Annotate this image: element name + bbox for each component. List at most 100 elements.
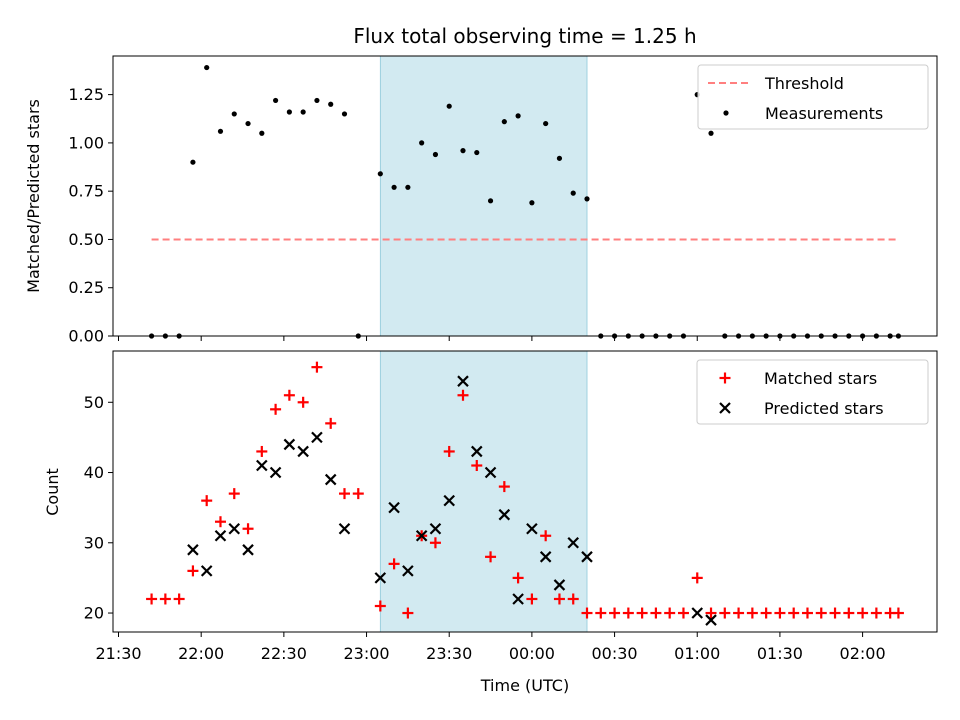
legend-2-label-1: Predicted stars	[764, 399, 884, 418]
x-tick-label-7: 01:00	[674, 644, 720, 663]
panel2-x-point-19	[470, 445, 483, 458]
panel2-x-point-21	[498, 508, 511, 521]
panel2-plus-point-26	[512, 572, 524, 584]
panel2-plus-point-12	[311, 361, 323, 373]
x-axis-label: Time (UTC)	[480, 676, 569, 695]
panel2-plus-point-36	[650, 607, 662, 619]
panel2-x-point-24-b	[539, 551, 552, 563]
panel2-plus-point-37	[664, 607, 676, 619]
panel1-dot-point-13	[328, 101, 334, 107]
panel2-x-point-12	[374, 572, 387, 584]
panel1-dot-point-29	[556, 155, 563, 161]
panel2-x-point-26	[567, 537, 580, 549]
x-tick-label-0: 21:30	[95, 644, 141, 663]
panel2-x-point-23	[526, 522, 538, 535]
panel2-plus-point-21	[443, 445, 455, 457]
panel2-x-point-5	[256, 459, 268, 472]
panel2-plus-point-18	[402, 607, 414, 619]
panel2-x-point-25-b	[553, 579, 566, 591]
panel2-x-point-29-b	[705, 614, 717, 626]
legend-2-swatch-1-b	[719, 402, 731, 414]
panel1-y-tick-label-1: 0.25	[68, 278, 104, 297]
panel2-plus-point-38	[677, 607, 689, 619]
x-tick-label-1: 22:00	[178, 644, 224, 663]
panel1-y-tick-label-2: 0.50	[68, 230, 104, 249]
panel2-plus-point-17	[388, 558, 400, 570]
panel2-x-point-5-b	[256, 459, 268, 472]
panel2-plus-point-23	[471, 460, 483, 472]
x-tick-label-6: 00:30	[592, 644, 638, 663]
panel2-x-point-23-b	[526, 522, 538, 535]
panel2-x-point-28-b	[691, 607, 704, 619]
panel2-plus-point-47	[801, 607, 813, 619]
x-tick-label-2: 22:30	[261, 644, 307, 663]
panel1-dot-point-20	[432, 151, 439, 158]
panel2-x-point-12-b	[374, 572, 387, 584]
top-y-axis-label: Matched/Predicted stars	[24, 99, 43, 293]
panel2-x-point-3-b	[228, 522, 241, 535]
panel2-plus-point-32	[595, 607, 607, 619]
panel2-x-point-2-b	[214, 529, 227, 542]
panel1-dot-point-7	[245, 120, 251, 127]
x-tick-label-8: 01:30	[757, 644, 803, 663]
panel2-x-point-11-b	[338, 522, 351, 535]
panel2-x-point-8	[297, 445, 309, 458]
panel2-plus-point-45	[774, 607, 786, 619]
panel1-dot-point-23	[474, 149, 480, 156]
panel2-plus-point-24	[485, 551, 497, 563]
legend-2-label-0: Matched stars	[764, 369, 877, 388]
panel1-dot-point-12	[314, 97, 320, 104]
panel1-dot-point-19	[419, 140, 425, 146]
panel2-plus-point-5	[214, 516, 226, 528]
panel1-dot-point-10	[286, 109, 292, 115]
chart-title: Flux total observing time = 1.25 h	[353, 24, 696, 48]
panel2-plus-point-41	[719, 607, 731, 619]
legend-2-swatch-0	[719, 372, 731, 384]
panel1-dot-point-28	[543, 120, 549, 127]
panel2-plus-point-20	[429, 537, 441, 549]
panel-2-frame	[112, 350, 938, 633]
panel2-plus-point-39	[691, 572, 703, 584]
panel2-x-point-25	[553, 579, 566, 591]
panel2-plus-point-8	[256, 445, 268, 457]
panel2-x-point-29	[705, 614, 717, 626]
panel2-x-point-28	[691, 607, 704, 619]
shaded-region-2	[379, 350, 588, 633]
panel2-plus-point-40	[705, 607, 717, 619]
panel2-x-point-13-b	[388, 501, 400, 514]
panel1-dot-point-21	[446, 103, 452, 109]
legend-2-swatch-1	[719, 402, 731, 414]
panel1-dot-point-24	[487, 198, 494, 204]
panel2-x-point-6	[269, 466, 282, 479]
panel2-y-tick-label-3: 50	[84, 393, 104, 412]
panel2-x-point-16-b	[429, 522, 442, 535]
panel-1-frame	[112, 55, 938, 337]
panel2-plus-point-13	[325, 417, 337, 429]
panel2-x-point-18-b	[457, 375, 469, 387]
panel2-plus-point-48	[815, 607, 827, 619]
panel2-plus-point-27	[526, 593, 538, 605]
panel2-x-point-0	[187, 544, 199, 556]
panel1-dot-point-17	[391, 184, 397, 190]
panel2-x-point-22	[512, 593, 524, 605]
panel2-x-point-14-b	[402, 565, 414, 577]
panel2-plus-point-49	[829, 607, 841, 619]
panel2-x-point-4-b	[242, 544, 254, 556]
panel2-plus-point-3	[187, 565, 199, 577]
x-tick-label-4: 23:30	[426, 644, 472, 663]
panel2-plus-point-34	[622, 607, 634, 619]
panel1-dot-point-6	[231, 111, 237, 117]
panel2-x-point-16	[429, 522, 442, 535]
panel2-x-point-1	[200, 565, 213, 577]
panel1-dot-point-27	[529, 200, 535, 206]
x-tick-label-5: 00:00	[509, 644, 555, 663]
panel2-plus-point-29	[553, 593, 565, 605]
panel2-plus-point-51	[857, 607, 869, 619]
x-tick-label-3: 23:00	[343, 644, 389, 663]
panel1-dot-point-18	[405, 184, 411, 190]
panel1-y-tick-label-0: 0.00	[68, 327, 104, 346]
panel2-x-point-26-b	[567, 537, 580, 549]
panel2-x-point-4	[242, 544, 254, 556]
panel2-plus-point-42	[733, 607, 745, 619]
panel2-plus-point-4	[201, 495, 213, 507]
